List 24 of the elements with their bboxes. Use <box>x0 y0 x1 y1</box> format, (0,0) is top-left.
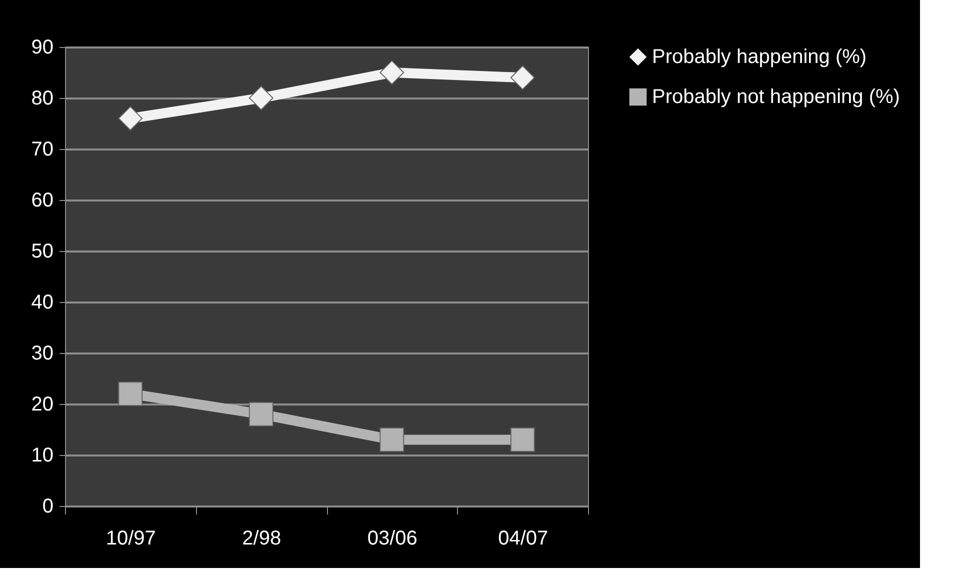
point <box>248 402 274 426</box>
point <box>380 60 404 85</box>
x-tick-label: 04/07 <box>498 528 548 550</box>
point <box>380 427 404 452</box>
point <box>118 382 143 406</box>
point <box>510 65 535 90</box>
y-tick-label: 20 <box>31 394 54 416</box>
y-tick-label: 0 <box>42 496 54 518</box>
y-tick-label: 40 <box>31 292 54 314</box>
legend-label: Probably happening (%) <box>652 46 867 68</box>
y-tick-label: 60 <box>31 190 54 212</box>
x-tick-label: 2/98 <box>242 528 282 550</box>
point <box>510 427 535 452</box>
y-tick-label: 80 <box>31 88 54 110</box>
y-tick-label: 70 <box>31 138 54 160</box>
y-tick-label: 30 <box>31 342 54 364</box>
point <box>118 106 143 131</box>
point <box>248 86 274 110</box>
y-tick-label: 10 <box>31 444 54 466</box>
y-tick-label: 50 <box>31 240 54 262</box>
y-tick-label: 90 <box>31 36 54 58</box>
x-tick-label: 03/06 <box>367 528 418 550</box>
legend-label: Probably not happening (%) <box>652 86 900 108</box>
x-tick-label: 10/97 <box>106 528 156 550</box>
